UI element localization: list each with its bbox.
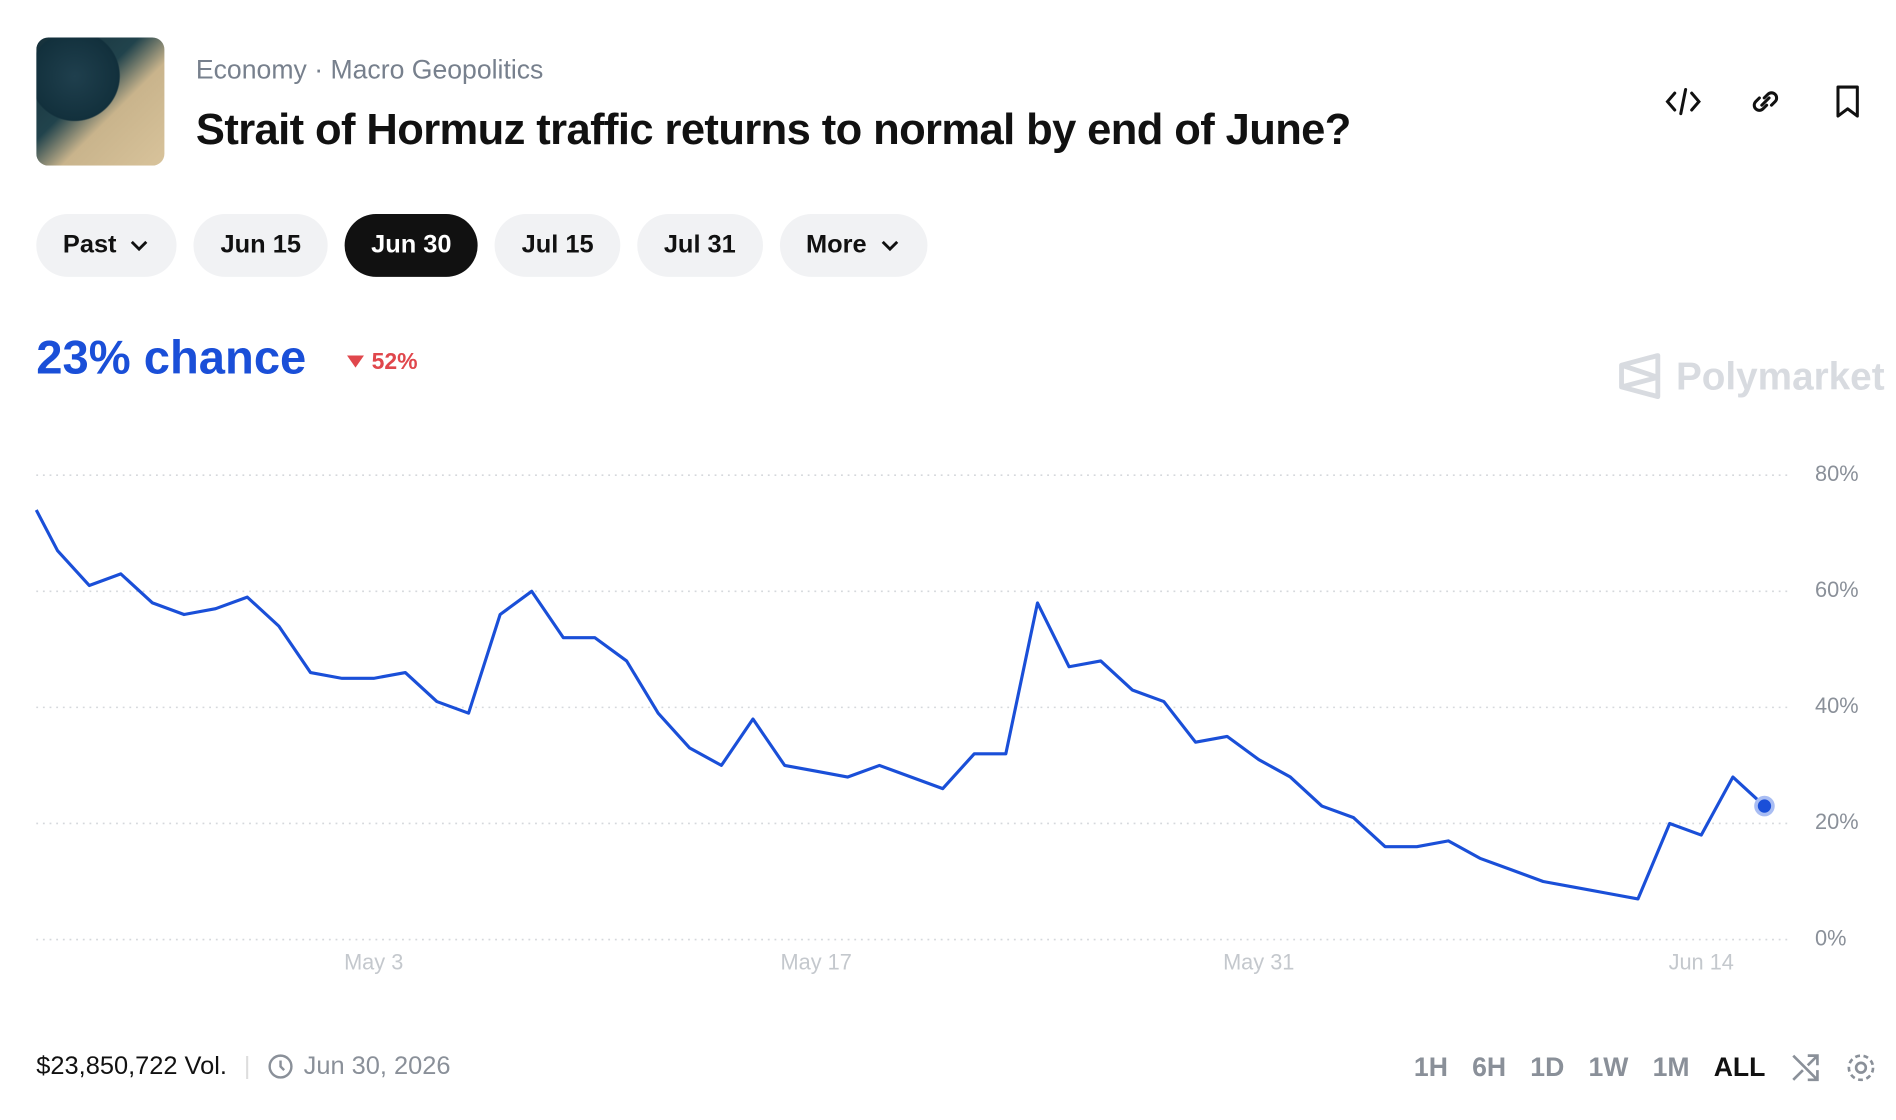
range-option[interactable]: 1H [1413, 1052, 1448, 1083]
chevron [881, 240, 898, 252]
x-tick-label: May 3 [344, 949, 403, 974]
tab[interactable]: Jun 15 [193, 214, 328, 277]
tab[interactable]: Past [36, 214, 177, 277]
tab[interactable]: Jul 15 [495, 214, 621, 277]
tab[interactable]: Jun 30 [344, 214, 479, 277]
brand-name: Polymarket [1675, 353, 1885, 398]
shuffle-icon[interactable] [1790, 1052, 1821, 1083]
down-arrow [347, 355, 364, 368]
end-dot [1754, 795, 1775, 817]
y-tick-label: 20% [1815, 809, 1859, 834]
thumbnail [36, 37, 165, 166]
change: 52% [346, 349, 418, 376]
chart: 0% 20% 40% 60% 80% May 3 May 17 May 31 Jun 14 [34, 461, 1859, 974]
tab-label: Jun 15 [220, 230, 301, 259]
tab-label: Past [62, 230, 117, 259]
link-icon[interactable] [1746, 82, 1785, 121]
tab-label: Jul 31 [663, 230, 736, 259]
tab-label: Jul 15 [521, 230, 594, 259]
y-tick-label: 80% [1815, 461, 1859, 486]
y-tick-label: 40% [1815, 693, 1859, 718]
clock-icon [268, 1054, 293, 1079]
bookmark-icon[interactable] [1828, 82, 1867, 121]
title: Strait of Hormuz traffic returns to norm… [195, 103, 1351, 154]
divider: | [243, 1052, 251, 1080]
end-date: Jun 30, 2026 [303, 1052, 451, 1080]
y-tick-label: 0% [1815, 925, 1846, 950]
range-option[interactable]: 1D [1530, 1052, 1565, 1083]
tab[interactable]: More [779, 214, 928, 277]
x-tick-label: May 17 [781, 949, 852, 974]
footer-info: $23,850,722 Vol. | Jun 30, 2026 [36, 1052, 450, 1081]
change-value: 52% [371, 349, 418, 375]
brand: Polymarket [1618, 353, 1885, 400]
embed-icon[interactable] [1664, 82, 1703, 121]
x-tick-label: Jun 14 [1669, 949, 1734, 974]
tab-label: Jun 30 [371, 230, 452, 259]
settings-icon[interactable] [1845, 1052, 1876, 1083]
range-option[interactable]: 1W [1588, 1052, 1629, 1083]
breadcrumbs: Economy · Macro Geopolitics [195, 54, 544, 85]
crumb[interactable]: Macro Geopolitics [330, 54, 544, 85]
brand-logo [1619, 353, 1661, 400]
y-tick-label: 60% [1815, 577, 1859, 602]
range-option[interactable]: ALL [1713, 1052, 1766, 1083]
line [34, 509, 1766, 901]
chevron [131, 240, 148, 252]
tabs: Past Jun 15 Jun 30 Jul 15 Jul 31 More [36, 214, 928, 277]
range-option[interactable]: 6H [1472, 1052, 1507, 1083]
icons [1664, 82, 1867, 121]
tab[interactable]: Jul 31 [637, 214, 763, 277]
x-tick-label: May 31 [1223, 949, 1294, 974]
crumb[interactable]: Economy [195, 54, 307, 85]
tab-label: More [805, 230, 867, 259]
volume: $23,850,722 Vol. [36, 1052, 227, 1080]
range-option[interactable]: 1M [1652, 1052, 1690, 1083]
chance: 23% chance [36, 332, 307, 385]
range-selector: 1H 6H 1D 1W 1M ALL [1414, 1052, 1877, 1083]
